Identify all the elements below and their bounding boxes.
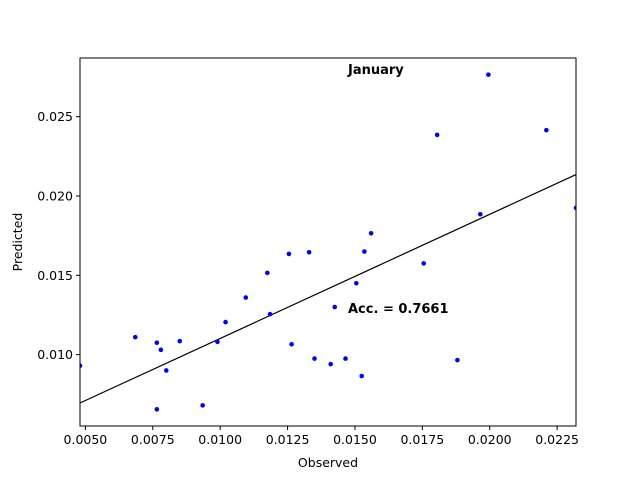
- data-point-21: [359, 373, 364, 379]
- data-point-0: [80, 363, 83, 369]
- y-tick-label-2: 0.020: [37, 189, 73, 204]
- data-point-24: [421, 261, 426, 266]
- data-point-1: [132, 334, 138, 340]
- data-point-12: [267, 311, 273, 317]
- x-tick-label-0: 0.0050: [64, 432, 108, 447]
- x-axis: 0.0050 0.0075 0.0100 0.0125 0.0150 0.0175 0.02…: [64, 426, 579, 447]
- data-point-8: [215, 339, 220, 345]
- data-point-26: [455, 357, 460, 363]
- data-point-17: [328, 361, 333, 367]
- data-point-6: [154, 407, 160, 412]
- y-tick-label-1: 0.015: [37, 268, 73, 283]
- fit-line: [80, 174, 576, 404]
- data-point-9: [223, 319, 228, 325]
- data-point-13: [286, 251, 292, 257]
- data-point-18: [332, 304, 338, 310]
- data-point-10: [243, 295, 249, 300]
- data-point-27: [478, 211, 483, 217]
- y-tick-label-0: 0.010: [37, 347, 73, 362]
- data-point-16: [312, 356, 317, 361]
- data-point-23: [368, 230, 374, 236]
- x-tick-label-7: 0.0225: [535, 432, 579, 447]
- x-tick-label-1: 0.0075: [131, 432, 175, 447]
- x-tick-label-2: 0.0100: [198, 432, 242, 447]
- x-tick-label-3: 0.0125: [266, 432, 310, 447]
- x-tick-label-4: 0.0150: [333, 432, 377, 447]
- data-point-19: [343, 356, 348, 361]
- data-point-2: [154, 340, 160, 346]
- plot-area: [80, 72, 576, 412]
- data-point-25: [434, 132, 440, 138]
- data-point-11: [265, 270, 270, 276]
- x-tick-label-6: 0.0200: [468, 432, 512, 447]
- data-point-15: [306, 250, 312, 255]
- data-point-7: [200, 403, 205, 408]
- data-point-3: [158, 347, 164, 353]
- data-point-14: [289, 342, 294, 347]
- y-axis-label: Predicted: [10, 213, 25, 272]
- data-point-28: [486, 72, 491, 77]
- data-point-20: [354, 280, 359, 286]
- y-tick-label-3: 0.025: [37, 109, 73, 124]
- data-point-29: [544, 127, 549, 133]
- data-point-22: [362, 249, 367, 254]
- data-point-30: [573, 205, 576, 211]
- chart-title-annotation: January: [347, 63, 404, 78]
- data-point-4: [163, 368, 169, 373]
- plot-frame: [79, 57, 577, 427]
- x-tick-label-5: 0.0175: [400, 432, 444, 447]
- data-point-5: [177, 338, 183, 344]
- y-axis: 0.010 0.015 0.020 0.025: [37, 109, 80, 362]
- x-axis-label: Observed: [298, 455, 358, 470]
- accuracy-annotation: Acc. = 0.7661: [348, 302, 449, 317]
